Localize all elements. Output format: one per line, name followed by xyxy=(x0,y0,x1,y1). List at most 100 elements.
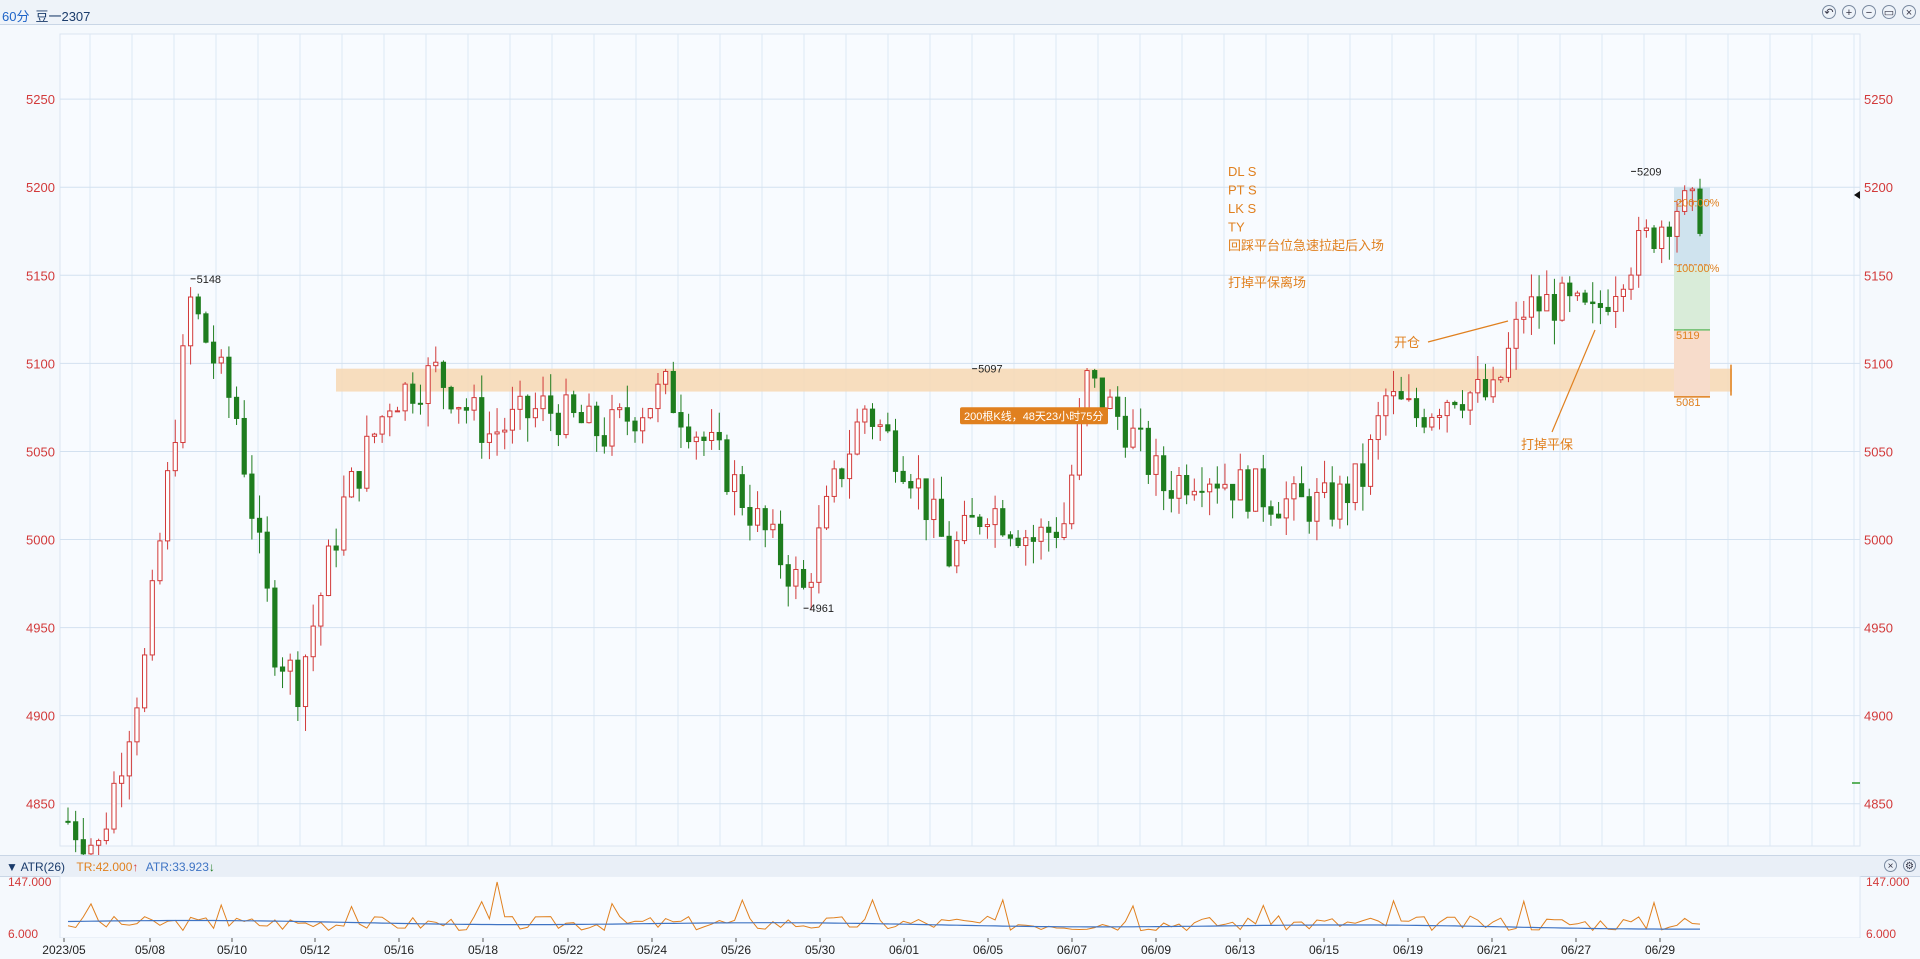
indicator-name[interactable]: ATR(26) xyxy=(20,860,66,874)
candle xyxy=(1207,478,1213,516)
candle-body xyxy=(356,471,362,489)
strategy-line-0: DL S xyxy=(1228,164,1257,179)
candle xyxy=(1636,216,1642,288)
candle xyxy=(777,510,784,579)
candle-body xyxy=(241,417,247,475)
risk-box xyxy=(1674,329,1710,397)
candle-body xyxy=(739,474,745,508)
close-icon[interactable]: × xyxy=(1884,859,1897,872)
undo-icon[interactable]: ↶ xyxy=(1822,5,1836,19)
candle xyxy=(1436,408,1443,430)
candle xyxy=(1268,500,1274,526)
candle xyxy=(348,467,355,498)
candle-body xyxy=(954,540,960,567)
candle xyxy=(517,380,523,430)
candle-body xyxy=(1574,292,1581,297)
indicator-controls: × ⚙ xyxy=(1884,859,1916,872)
candle xyxy=(655,372,661,423)
settings-icon[interactable]: ⚙ xyxy=(1903,859,1916,872)
zoom-out-icon[interactable]: − xyxy=(1862,5,1876,19)
candle xyxy=(287,653,293,695)
candle-body xyxy=(1184,474,1190,496)
candle xyxy=(785,555,791,607)
profit-box xyxy=(1674,266,1710,330)
candle-body xyxy=(1153,455,1159,475)
candle xyxy=(65,807,71,825)
candle-body xyxy=(1444,401,1450,417)
left-high-label: 5148 xyxy=(197,274,221,286)
candle xyxy=(165,461,171,550)
x-tick-label: 05/22 xyxy=(553,943,583,957)
close-icon[interactable]: × xyxy=(1902,5,1916,19)
y-tick-left: 5100 xyxy=(26,356,55,371)
candle xyxy=(1467,390,1473,425)
candle-body xyxy=(586,405,592,424)
strategy-line-4: 回踩平台位急速拉起后入场 xyxy=(1228,238,1384,253)
candle-body xyxy=(731,474,738,493)
candle xyxy=(1367,434,1374,495)
candle xyxy=(1620,284,1626,312)
collapse-icon[interactable]: ▼ xyxy=(6,860,18,874)
candle xyxy=(325,539,332,597)
candle xyxy=(892,418,899,483)
candle xyxy=(1643,219,1649,238)
stop-arrow xyxy=(1551,329,1596,433)
candle-body xyxy=(1030,537,1037,542)
candle-body xyxy=(984,524,991,528)
candle xyxy=(180,334,186,449)
zoom-in-icon[interactable]: + xyxy=(1842,5,1856,19)
candle-body xyxy=(747,506,753,526)
candle-body xyxy=(73,821,79,841)
candle xyxy=(417,384,424,415)
candle-body xyxy=(310,625,316,658)
candle-body xyxy=(969,514,975,518)
candle xyxy=(1222,463,1228,491)
candle-body xyxy=(1145,427,1151,475)
candle xyxy=(678,394,684,448)
candle xyxy=(793,556,799,600)
candle-body xyxy=(808,581,814,588)
price-chart[interactable]: 4850 4850 4900 4900 4950 4950 5000 5000 5050 5050… xyxy=(0,24,1920,858)
window-icon[interactable]: ▭ xyxy=(1882,5,1896,19)
candle-body xyxy=(509,408,515,431)
candle xyxy=(96,838,102,858)
candle-body xyxy=(915,478,922,489)
candle-body xyxy=(1329,482,1335,520)
candle xyxy=(1421,408,1427,434)
stop-label: 打掉平保 xyxy=(1521,437,1573,452)
candle-body xyxy=(1314,491,1320,522)
candle-body xyxy=(226,356,232,398)
candle xyxy=(142,648,148,713)
candle xyxy=(640,407,646,444)
candle xyxy=(632,417,638,443)
candle-body xyxy=(394,410,401,413)
candle-body xyxy=(410,383,416,404)
period-label[interactable]: 60分 xyxy=(2,9,30,24)
symbol-label[interactable]: 豆一2307 xyxy=(35,9,91,24)
x-tick-label: 05/08 xyxy=(135,943,165,957)
candle-body xyxy=(1674,210,1680,237)
atr-tick-top-right: 147.000 xyxy=(1866,876,1910,889)
candle-body xyxy=(341,496,347,551)
candle-body xyxy=(96,840,102,846)
candle xyxy=(134,697,140,756)
candle-body xyxy=(624,407,630,422)
candle xyxy=(502,417,508,450)
candle xyxy=(831,460,837,503)
atr-tick-bottom-right: 6.000 xyxy=(1866,927,1896,938)
x-tick-label: 06/21 xyxy=(1477,943,1507,957)
candle xyxy=(387,403,393,437)
candle xyxy=(900,456,906,484)
candle xyxy=(946,521,952,568)
x-tick-label: 05/24 xyxy=(637,943,667,957)
candle-body xyxy=(816,527,822,583)
candle-body xyxy=(1161,455,1167,492)
candle-body xyxy=(525,395,531,419)
candle xyxy=(754,491,761,532)
candle-body xyxy=(364,435,370,489)
candle xyxy=(1069,464,1075,530)
candle-body xyxy=(678,412,684,428)
candle xyxy=(1674,201,1680,253)
candle xyxy=(977,514,983,535)
low-label: 4961 xyxy=(810,603,834,615)
